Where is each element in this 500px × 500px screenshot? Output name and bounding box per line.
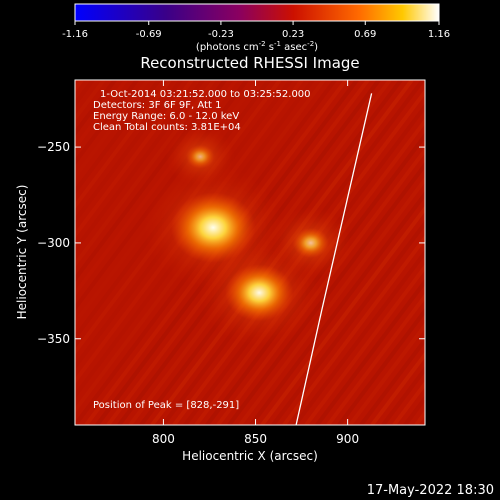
colorbar-tick-label: -0.23	[208, 29, 234, 40]
source-core	[185, 144, 215, 169]
texture-stripe	[75, 80, 172, 210]
texture-stripe	[249, 190, 425, 425]
texture-stripe	[337, 307, 425, 425]
y-tick-label: −350	[37, 332, 70, 346]
peak-position-label: Position of Peak = [828,-291]	[93, 400, 239, 411]
texture-stripe	[438, 80, 500, 425]
texture-stripe	[260, 205, 425, 425]
texture-stripe	[370, 351, 425, 425]
texture-stripe	[460, 80, 500, 425]
colorbar-tick-label: -0.69	[136, 29, 162, 40]
texture-stripe	[227, 161, 425, 425]
texture-stripe	[75, 80, 139, 166]
observation-info: 1-Oct-2014 03:21:52.000 to 03:25:52.000D…	[93, 89, 311, 133]
texture-stripe	[0, 80, 5, 425]
colorbar-unit-label: (photons cm-2 s-1 asec-2)	[196, 40, 318, 53]
image-area	[0, 80, 500, 425]
texture-stripe	[238, 176, 425, 425]
emission-sources	[142, 126, 352, 347]
y-axis-label: Heliocentric Y (arcsec)	[15, 185, 29, 320]
texture-stripe	[75, 80, 84, 93]
texture-stripe	[0, 80, 71, 425]
texture-stripe	[471, 80, 500, 425]
info-line: Clean Total counts: 3.81E+04	[93, 122, 241, 133]
texture-stripe	[414, 409, 425, 425]
source-core	[225, 264, 294, 322]
colorbar-tick-label: -1.16	[62, 29, 88, 40]
texture-stripe	[75, 80, 205, 254]
texture-stripe	[0, 80, 60, 425]
texture-stripe	[304, 263, 425, 425]
solar-limb-line	[295, 93, 373, 425]
x-tick-label: 900	[336, 432, 359, 446]
texture-stripe	[0, 80, 16, 425]
source-core	[292, 227, 329, 258]
y-tick-label: −300	[37, 236, 70, 250]
info-line: Detectors: 3F 6F 9F, Att 1	[93, 100, 221, 111]
texture-stripe	[449, 80, 500, 425]
texture-stripe	[482, 80, 500, 425]
x-axis-ticks: 800 850 900	[152, 80, 359, 446]
texture-stripe	[75, 80, 216, 268]
plot-frame	[74, 79, 426, 426]
texture-stripe	[493, 80, 500, 425]
texture-stripe	[359, 336, 425, 425]
x-tick-label: 850	[244, 432, 267, 446]
y-tick-label: −250	[37, 140, 70, 154]
colorbar	[74, 3, 440, 22]
colorbar-ticks: -1.16 -0.69 -0.23 0.23 0.69 1.16	[62, 21, 450, 40]
render-timestamp: 17-May-2022 18:30	[367, 483, 494, 498]
y-axis-ticks: −250 −300 −350	[37, 140, 425, 346]
colorbar-tick-label: 0.23	[282, 29, 304, 40]
info-line: 1-Oct-2014 03:21:52.000 to 03:25:52.000	[100, 89, 311, 100]
texture-stripe	[75, 80, 150, 181]
info-line: Energy Range: 6.0 - 12.0 keV	[93, 111, 239, 122]
colorbar-tick-label: 0.69	[354, 29, 376, 40]
chart-title: Reconstructed RHESSI Image	[140, 54, 359, 72]
texture-stripe	[75, 80, 161, 195]
texture-stripe	[75, 80, 128, 151]
colorbar-tick-label: 1.16	[428, 29, 450, 40]
x-tick-label: 800	[152, 432, 175, 446]
texture-stripe	[75, 80, 183, 224]
texture-stripe	[282, 234, 425, 425]
texture-stripe	[326, 292, 425, 425]
texture-stripe	[315, 278, 425, 425]
texture-stripe	[293, 249, 425, 425]
texture-stripe	[348, 322, 425, 425]
texture-stripe	[427, 80, 500, 425]
x-axis-label: Heliocentric X (arcsec)	[182, 449, 318, 463]
texture-stripe	[75, 80, 194, 239]
texture-stripe	[271, 219, 425, 425]
